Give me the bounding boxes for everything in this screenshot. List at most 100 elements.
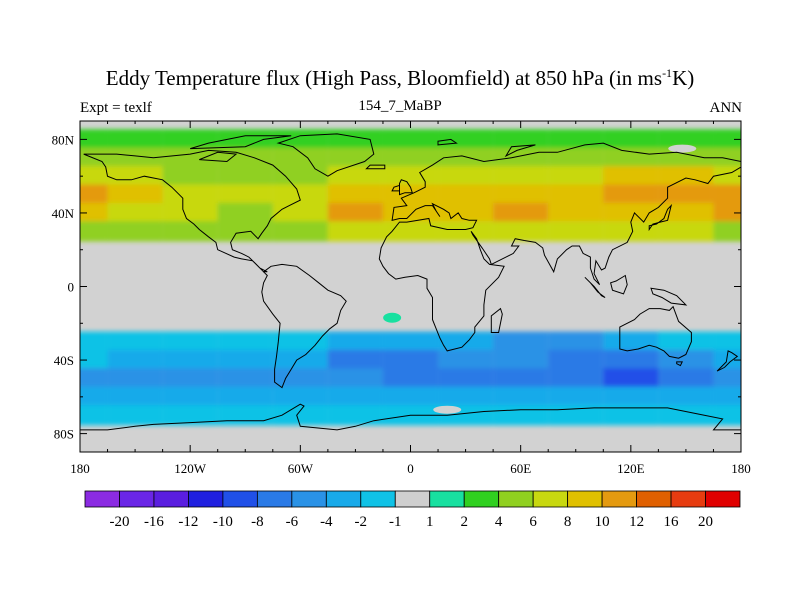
field-cell xyxy=(603,147,659,168)
field-cell xyxy=(107,368,163,389)
field-cell xyxy=(713,129,741,150)
field-cell xyxy=(603,331,659,352)
field-cell xyxy=(493,405,549,426)
field-cell xyxy=(272,166,328,187)
field-cell xyxy=(217,221,273,242)
field-cell xyxy=(658,405,714,426)
field-cell xyxy=(107,405,163,426)
contour-field xyxy=(80,121,741,452)
field-cell xyxy=(162,202,218,224)
coastline xyxy=(276,133,375,177)
field-cell xyxy=(162,368,218,389)
field-cell xyxy=(80,331,108,352)
colorbar-label: -4 xyxy=(320,514,333,530)
field-cell xyxy=(493,349,549,371)
field-cell xyxy=(162,386,218,407)
field-cell xyxy=(603,202,659,224)
x-tick-label: 120W xyxy=(174,461,207,476)
subtitle-right: ANN xyxy=(709,100,743,116)
colorbar-label: 20 xyxy=(698,514,713,530)
colorbar-swatch xyxy=(636,490,672,508)
field-cell xyxy=(433,405,462,414)
field-cell xyxy=(217,349,273,371)
field-cell xyxy=(80,349,108,371)
field-cell xyxy=(438,129,494,150)
colorbar-label: -12 xyxy=(178,514,198,530)
field-cell xyxy=(327,184,383,205)
field-cell xyxy=(327,386,383,407)
field-cell xyxy=(438,147,494,168)
field-cell xyxy=(438,221,494,242)
field-cell xyxy=(438,202,494,224)
field-cell xyxy=(493,202,549,224)
field-cell xyxy=(272,129,328,150)
colorbar-label: -20 xyxy=(109,514,129,530)
x-tick-label: 60E xyxy=(510,461,531,476)
field-cell xyxy=(107,349,163,371)
field-cell xyxy=(548,147,604,168)
field-cell xyxy=(713,386,741,407)
colorbar-label: -8 xyxy=(251,514,264,530)
colorbar-label: 1 xyxy=(426,514,434,530)
coastline xyxy=(83,149,301,273)
coastline xyxy=(378,142,741,352)
field-cell xyxy=(162,129,218,150)
field-cell xyxy=(382,147,439,168)
field-cell xyxy=(658,349,714,371)
colorbar-swatch xyxy=(567,490,603,508)
field-cell xyxy=(438,166,494,187)
field-cell xyxy=(493,166,549,187)
field-cell xyxy=(217,129,273,150)
coastline xyxy=(650,287,688,306)
field-cell xyxy=(382,129,439,150)
field-cell xyxy=(713,202,741,224)
title-main-text: Eddy Temperature flux (High Pass, Bloomf… xyxy=(105,66,663,90)
field-cell xyxy=(713,331,741,352)
field-cell xyxy=(272,405,328,426)
y-tick-label: 80S xyxy=(54,427,74,442)
colorbar-label: 6 xyxy=(529,514,537,530)
field-cell xyxy=(548,331,604,352)
coastline xyxy=(190,135,292,150)
coastline xyxy=(584,276,606,298)
field-cell xyxy=(668,144,697,153)
colorbar-swatch xyxy=(394,490,431,508)
field-cell xyxy=(272,349,328,371)
field-cell xyxy=(107,221,163,242)
field-cell xyxy=(382,221,439,242)
subtitle-left: Expt = texlf xyxy=(80,100,152,116)
colorbar-label: 16 xyxy=(664,514,680,530)
title-end-text: K) xyxy=(672,66,695,90)
field-cell xyxy=(107,202,163,224)
field-cell xyxy=(548,386,604,407)
field-cell xyxy=(713,368,741,389)
coastline xyxy=(504,144,536,158)
field-cell xyxy=(713,221,741,242)
colorbar-swatch xyxy=(153,490,189,508)
field-cell xyxy=(162,184,218,205)
colorbar-swatch xyxy=(119,490,155,508)
y-axis: 80N 40N 0 40S 80S xyxy=(52,132,741,442)
field-cell xyxy=(162,147,218,168)
coastline xyxy=(261,263,347,389)
field-cell xyxy=(272,147,328,168)
colorbar-swatch xyxy=(291,490,327,508)
field-cell xyxy=(382,368,439,389)
field-cell xyxy=(217,405,273,426)
y-tick-label: 40S xyxy=(54,353,74,368)
x-tick-label: 120E xyxy=(617,461,645,476)
field-cell xyxy=(107,129,163,150)
field-cell xyxy=(493,368,549,389)
field-cell xyxy=(382,349,439,371)
field-cell xyxy=(548,368,604,389)
field-cell xyxy=(327,405,383,426)
field-cell xyxy=(382,166,439,187)
colorbar-swatch xyxy=(188,490,224,508)
colorbar-swatch xyxy=(601,490,637,508)
colorbar-swatch xyxy=(498,490,534,508)
field-cell xyxy=(107,386,163,407)
y-tick-label: 40N xyxy=(52,206,75,221)
field-cell xyxy=(603,221,659,242)
field-cell xyxy=(658,129,714,150)
field-cell xyxy=(382,386,439,407)
